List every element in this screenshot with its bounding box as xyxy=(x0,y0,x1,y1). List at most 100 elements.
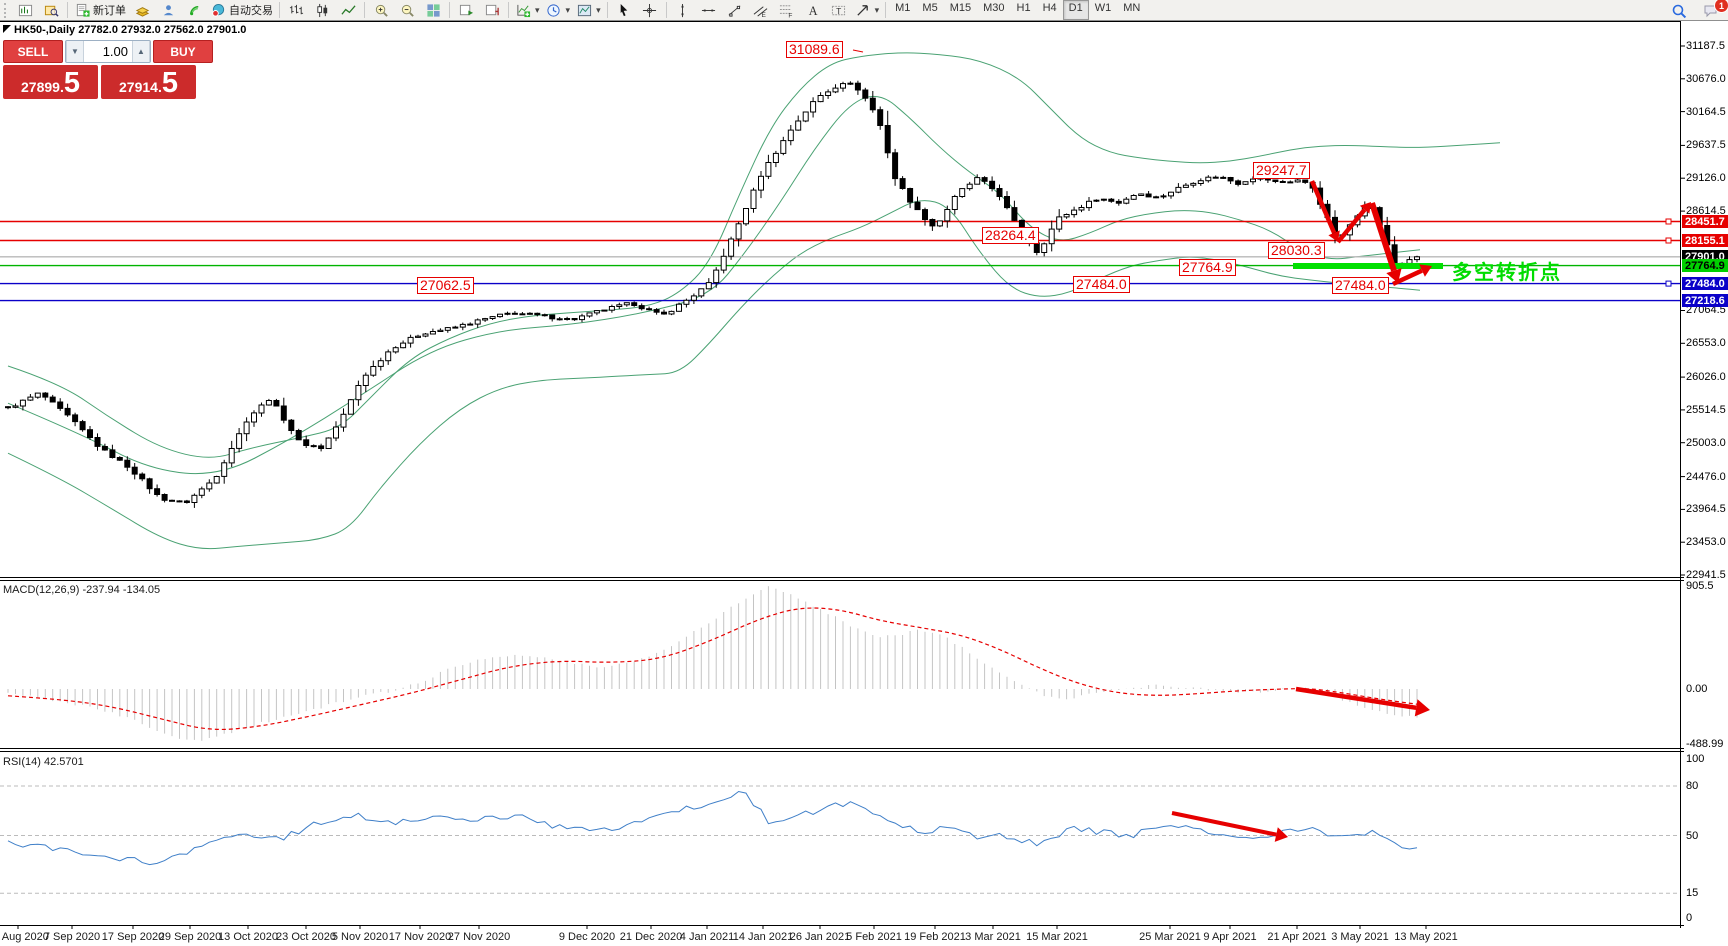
timeframe-H1[interactable]: H1 xyxy=(1016,2,1031,14)
date-axis-label: 17 Nov 2020 xyxy=(388,931,452,943)
templates-button[interactable]: ▾ xyxy=(573,0,604,20)
date-axis-label: 5 Feb 2021 xyxy=(846,931,902,943)
rsi-line xyxy=(7,790,1418,866)
price-annotation-label[interactable]: 27062.5 xyxy=(417,277,474,294)
turning-point-segment[interactable] xyxy=(1293,263,1443,269)
one-click-trading-panel: SELL ▼ ▲ BUY 27899.5 27914.5 xyxy=(3,40,213,99)
chart-shift-button[interactable] xyxy=(479,0,505,20)
date-axis-label: 13 May 2021 xyxy=(1394,931,1458,943)
rsi-label: RSI(14) 42.5701 xyxy=(3,756,84,768)
price-axis-label: 29637.5 xyxy=(1686,139,1726,151)
new-order-icon xyxy=(74,2,90,18)
timeframe-M30[interactable]: M30 xyxy=(983,2,1005,14)
price-annotation-label[interactable]: 29247.7 xyxy=(1253,162,1310,179)
buy-button[interactable]: BUY xyxy=(153,40,213,63)
date-axis-label: 5 Nov 2020 xyxy=(331,931,389,943)
toolbar-grip[interactable] xyxy=(4,2,10,18)
toolbar-separator xyxy=(885,2,887,18)
tile-windows-button[interactable] xyxy=(420,0,446,20)
line-mode-button[interactable] xyxy=(335,0,361,20)
turning-point-text[interactable]: 多空转折点 xyxy=(1452,262,1562,284)
date-axis-label: 21 Apr 2021 xyxy=(1267,931,1327,943)
price-annotation-label[interactable]: 28030.3 xyxy=(1268,242,1325,259)
new-chart-button[interactable] xyxy=(12,0,38,20)
profiles-icon xyxy=(43,2,59,18)
timeframe-MN[interactable]: MN xyxy=(1123,2,1141,14)
price-line-badge: 28451.7 xyxy=(1682,215,1728,228)
date-axis-label: 9 Apr 2021 xyxy=(1203,931,1257,943)
text-label-button[interactable]: T xyxy=(826,0,852,20)
symbol-marker-icon xyxy=(3,25,11,33)
indicators-dropdown-icon[interactable]: ▾ xyxy=(535,4,540,15)
toolbar-separator xyxy=(508,2,509,18)
rsi-levels xyxy=(0,785,1680,894)
macd-axis-label: 905.5 xyxy=(1686,580,1714,592)
timeframe-M5[interactable]: M5 xyxy=(922,2,938,14)
date-axis-label: 9 Dec 2020 xyxy=(558,931,616,943)
arrows-icon xyxy=(855,2,871,18)
zoom-in-button[interactable] xyxy=(368,0,394,20)
sell-price[interactable]: 27899. 5 xyxy=(3,65,98,99)
auto-trading-button[interactable]: 自动交易 xyxy=(207,0,276,20)
navigator-icon xyxy=(160,2,176,18)
timeframe-H4[interactable]: H4 xyxy=(1042,2,1057,14)
text-icon: A xyxy=(805,2,821,18)
sell-price-main: 27899. xyxy=(21,79,64,95)
text-button[interactable]: A xyxy=(800,0,826,20)
price-annotation-label[interactable]: 31089.6 xyxy=(786,41,843,58)
bar-chart-mode-button[interactable] xyxy=(283,0,309,20)
templates-dropdown-icon[interactable]: ▾ xyxy=(596,4,601,15)
price-annotation-label[interactable]: 27484.0 xyxy=(1332,277,1389,294)
timeframe-W1[interactable]: W1 xyxy=(1094,2,1112,14)
horizontal-line-button[interactable] xyxy=(696,0,722,20)
volume-stepper: ▼ ▲ xyxy=(65,40,151,63)
annotation-arrows[interactable] xyxy=(1171,180,1432,842)
timeframe-D1[interactable]: D1 xyxy=(1062,0,1089,20)
zoom-out-button[interactable] xyxy=(394,0,420,20)
fibonacci-button[interactable]: F xyxy=(774,0,800,20)
navigator-button[interactable] xyxy=(155,0,181,20)
horizontal-level-lines[interactable] xyxy=(0,218,1680,302)
trendline-button[interactable] xyxy=(722,0,748,20)
volume-input[interactable] xyxy=(84,41,132,62)
new-order-button[interactable]: 新订单 xyxy=(71,0,129,20)
auto-scroll-button[interactable] xyxy=(453,0,479,20)
search-icon xyxy=(1671,3,1687,19)
fibonacci-icon: F xyxy=(779,2,795,18)
signals-button[interactable] xyxy=(181,0,207,20)
vertical-line-button[interactable] xyxy=(670,0,696,20)
volume-down-icon[interactable]: ▼ xyxy=(66,41,84,62)
arrows-dropdown-icon[interactable]: ▾ xyxy=(874,4,880,15)
periods-dropdown-icon[interactable]: ▾ xyxy=(565,4,571,15)
periods-button[interactable]: ▾ xyxy=(543,0,574,20)
profiles-button[interactable] xyxy=(38,0,64,20)
date-axis-label: 3 Mar 2021 xyxy=(965,931,1021,943)
crosshair-button[interactable] xyxy=(637,0,663,20)
notifications-button[interactable]: 1 xyxy=(1698,0,1728,21)
buy-price[interactable]: 27914. 5 xyxy=(101,65,196,99)
date-axis-label: 15 Mar 2021 xyxy=(1026,931,1088,943)
timeframe-M1[interactable]: M1 xyxy=(895,2,911,14)
search-button[interactable] xyxy=(1666,1,1692,21)
price-axis-label: 29126.0 xyxy=(1686,172,1726,184)
market-watch-button[interactable] xyxy=(129,0,155,20)
timeframe-M15[interactable]: M15 xyxy=(949,2,972,14)
date-axis-label: 21 Dec 2020 xyxy=(619,931,683,943)
macd-axis-label: -488.99 xyxy=(1686,738,1724,750)
buy-price-main: 27914. xyxy=(119,79,162,95)
equidistant-channel-button[interactable]: E xyxy=(748,0,774,20)
sell-price-pip: 5 xyxy=(63,67,80,99)
indicators-button[interactable]: ▾ xyxy=(512,0,543,20)
date-axis-label: 25 Mar 2021 xyxy=(1139,931,1201,943)
candle-mode-button[interactable] xyxy=(309,0,335,20)
cursor-button[interactable] xyxy=(611,0,637,20)
price-annotation-label[interactable]: 27484.0 xyxy=(1073,276,1130,293)
arrows-button[interactable]: ▾ xyxy=(852,0,883,20)
sell-button[interactable]: SELL xyxy=(3,40,63,63)
bar-chart-mode-icon xyxy=(288,2,304,18)
bollinger-bands xyxy=(7,52,1501,550)
price-annotation-label[interactable]: 28264.4 xyxy=(982,227,1039,244)
volume-up-icon[interactable]: ▲ xyxy=(132,41,150,62)
price-annotation-label[interactable]: 27764.9 xyxy=(1179,259,1236,276)
